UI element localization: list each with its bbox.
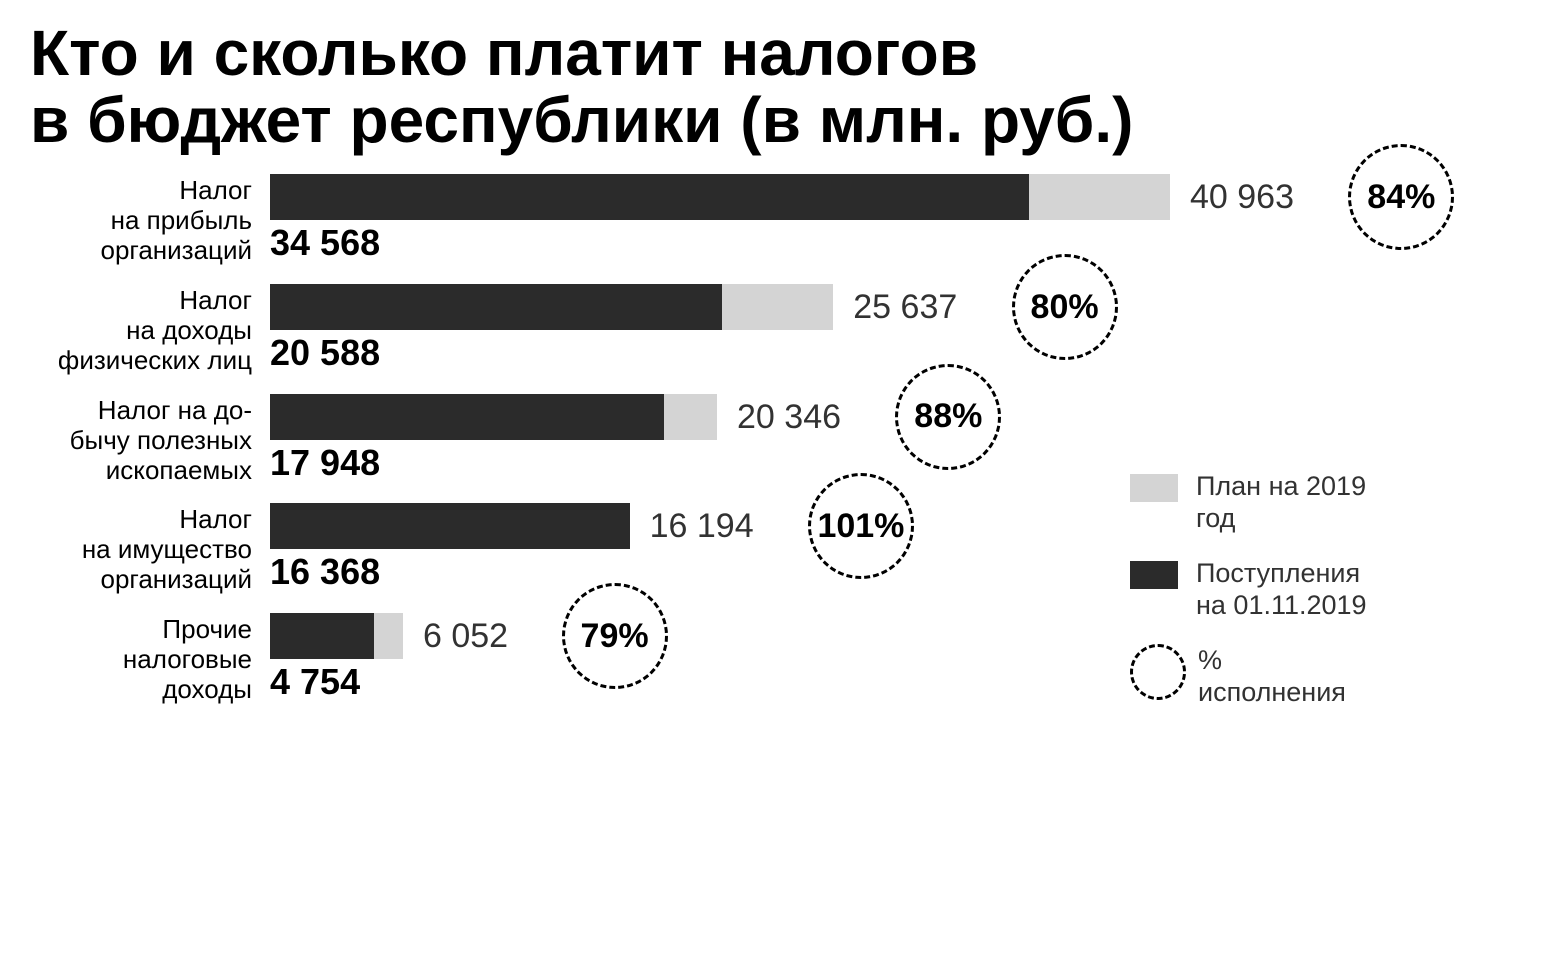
legend-text: %исполнения bbox=[1198, 644, 1346, 709]
pct-circle: 88% bbox=[895, 364, 1001, 470]
pct-circle: 84% bbox=[1348, 144, 1454, 250]
bar-actual bbox=[270, 503, 630, 549]
row-bars: 20 34688%17 948 bbox=[270, 394, 380, 484]
row-bars: 6 05279%4 754 bbox=[270, 613, 360, 703]
plan-value: 25 637 bbox=[853, 288, 957, 327]
actual-value: 20 588 bbox=[270, 332, 380, 374]
plan-value: 16 194 bbox=[650, 507, 754, 546]
row-bars: 40 96384%34 568 bbox=[270, 174, 380, 264]
legend-swatch bbox=[1130, 474, 1178, 502]
chart-title: Кто и сколько платит налоговв бюджет рес… bbox=[0, 0, 1547, 164]
chart-row: Налогна прибыльорганизаций40 96384%34 56… bbox=[30, 174, 1517, 266]
plan-value: 20 346 bbox=[737, 398, 841, 437]
actual-value: 16 368 bbox=[270, 551, 380, 593]
row-label: Налогна прибыльорганизаций bbox=[30, 174, 270, 266]
legend: План на 2019год Поступленияна 01.11.2019%… bbox=[1130, 470, 1367, 730]
actual-value: 34 568 bbox=[270, 222, 380, 264]
bar-actual bbox=[270, 284, 722, 330]
actual-value: 17 948 bbox=[270, 442, 380, 484]
bar-actual bbox=[270, 394, 664, 440]
legend-item: %исполнения bbox=[1130, 644, 1367, 709]
legend-circle-icon bbox=[1130, 644, 1186, 700]
row-label: Налогна имуществоорганизаций bbox=[30, 503, 270, 595]
legend-text: Поступленияна 01.11.2019 bbox=[1196, 557, 1367, 622]
legend-item: Поступленияна 01.11.2019 bbox=[1130, 557, 1367, 622]
legend-item: План на 2019год bbox=[1130, 470, 1367, 535]
actual-value: 4 754 bbox=[270, 661, 360, 703]
pct-circle: 79% bbox=[562, 583, 668, 689]
row-bars: 16 194101%16 368 bbox=[270, 503, 380, 593]
row-bars: 25 63780%20 588 bbox=[270, 284, 380, 374]
row-label: Налог на до-бычу полезныхископаемых bbox=[30, 394, 270, 486]
pct-circle: 101% bbox=[808, 473, 914, 579]
row-label: Прочиеналоговыедоходы bbox=[30, 613, 270, 705]
legend-text: План на 2019год bbox=[1196, 470, 1366, 535]
legend-swatch bbox=[1130, 561, 1178, 589]
plan-value: 40 963 bbox=[1190, 178, 1294, 217]
row-label: Налогна доходыфизических лиц bbox=[30, 284, 270, 376]
pct-circle: 80% bbox=[1012, 254, 1118, 360]
bar-actual bbox=[270, 174, 1029, 220]
bar-actual bbox=[270, 613, 374, 659]
chart-row: Налогна доходыфизических лиц25 63780%20 … bbox=[30, 284, 1517, 376]
plan-value: 6 052 bbox=[423, 617, 508, 656]
